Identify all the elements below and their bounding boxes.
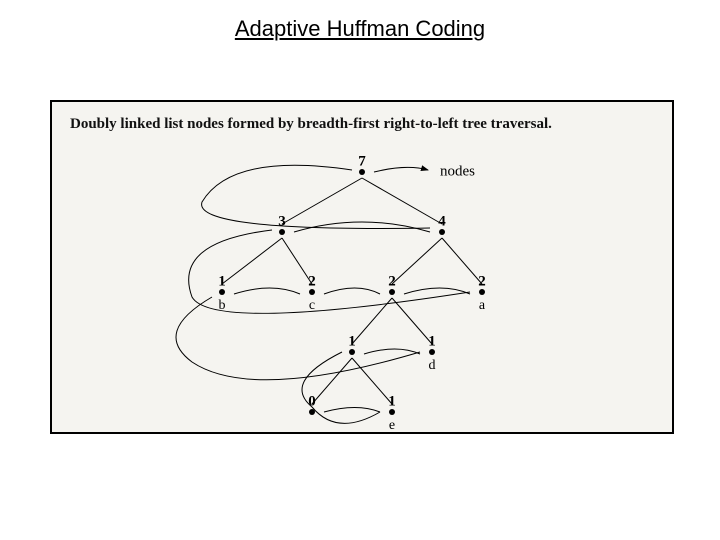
svg-text:3: 3 <box>278 213 286 229</box>
svg-text:c: c <box>309 298 315 313</box>
page-title: Adaptive Huffman Coding <box>0 16 720 42</box>
svg-text:1: 1 <box>218 273 226 289</box>
svg-text:7: 7 <box>358 153 366 169</box>
svg-text:e: e <box>389 418 395 433</box>
svg-text:2: 2 <box>478 273 486 289</box>
svg-text:2: 2 <box>388 273 396 289</box>
svg-text:4: 4 <box>438 213 446 229</box>
svg-text:1: 1 <box>388 393 396 409</box>
svg-text:1: 1 <box>348 333 356 349</box>
svg-text:0: 0 <box>308 393 316 409</box>
svg-text:1: 1 <box>428 333 436 349</box>
svg-text:nodes: nodes <box>440 163 475 179</box>
figure-container: Doubly linked list nodes formed by bread… <box>50 100 674 434</box>
svg-text:a: a <box>479 298 486 313</box>
svg-text:d: d <box>429 358 436 373</box>
svg-text:b: b <box>219 298 226 313</box>
svg-text:2: 2 <box>308 273 316 289</box>
tree-svg: 7 3 4 1 b 2 c 2 2 a 1 1 d 0 1 e nodes <box>52 102 672 432</box>
